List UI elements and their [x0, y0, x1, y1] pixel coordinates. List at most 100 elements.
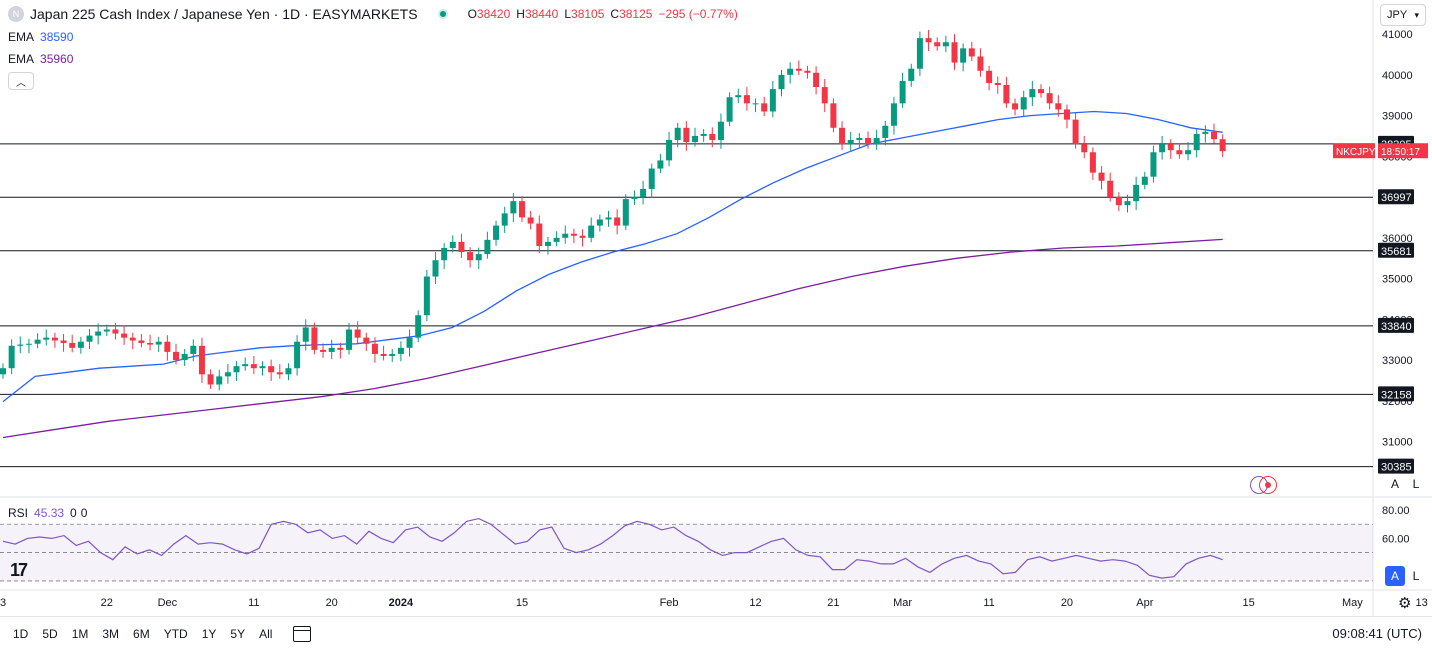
candle-body — [458, 241, 465, 253]
ema-fast-legend[interactable]: EMA 38590 — [8, 30, 73, 44]
x-tick-label: 15 — [516, 597, 528, 609]
high-value: 38440 — [524, 7, 559, 21]
range-1y[interactable]: 1Y — [201, 626, 217, 641]
candle-body — [51, 337, 58, 341]
candle-body — [925, 38, 932, 43]
candle-body — [441, 248, 448, 261]
candle-body — [1159, 144, 1166, 153]
candle-body — [1167, 144, 1174, 151]
candle-body — [86, 335, 93, 342]
utc-clock[interactable]: 09:08:41 (UTC) — [1332, 626, 1422, 641]
candle-body — [761, 103, 768, 112]
candle-body — [882, 125, 889, 138]
bottom-toolbar: 1D 5D 1M 3M 6M YTD 1Y 5Y All 09:08:41 (U… — [0, 616, 1432, 650]
candle-body — [743, 95, 750, 104]
rsi-legend[interactable]: RSI 45.33 0 0 — [8, 506, 87, 520]
ema-slow-legend[interactable]: EMA 35960 — [8, 52, 73, 66]
candle-body — [942, 42, 949, 47]
range-6m[interactable]: 6M — [133, 626, 150, 641]
x-tick-label: May — [1342, 597, 1363, 609]
ema-fast-name: EMA — [8, 30, 35, 44]
level-tag — [1378, 317, 1414, 333]
candle-body — [1029, 89, 1036, 98]
candle-body — [839, 127, 846, 145]
candle-body — [233, 366, 240, 373]
ema-fast-value: 38590 — [40, 30, 74, 44]
candle-body — [432, 260, 439, 277]
price-tag-countdown: 18:50:17 — [1381, 147, 1420, 158]
candle-body — [570, 233, 577, 236]
level-tag-label: 33840 — [1381, 321, 1412, 333]
candle-body — [1141, 176, 1148, 185]
x-tick-label: 11 — [983, 597, 994, 609]
change-value: −295 (−0.77%) — [658, 7, 738, 21]
candle-body — [813, 72, 820, 88]
range-1d[interactable]: 1D — [13, 626, 29, 641]
indicator-visibility-icon[interactable] — [1250, 476, 1277, 494]
rsi-param-b: 0 — [80, 506, 88, 520]
collapse-legend-button[interactable]: ︿ — [8, 72, 34, 90]
rsi-auto-scale-button[interactable]: A — [1385, 566, 1405, 586]
candle-body — [873, 137, 880, 145]
candle-body — [467, 252, 474, 261]
log-scale-button[interactable]: L — [1412, 477, 1420, 491]
y-tick-label: 35000 — [1382, 274, 1413, 286]
rsi-tick-label: 60.00 — [1382, 533, 1410, 545]
candle-body — [1124, 201, 1131, 206]
candle-body — [138, 340, 145, 343]
candle-body — [69, 342, 76, 348]
range-5y[interactable]: 5Y — [230, 626, 246, 641]
candle-body — [302, 327, 309, 342]
currency-select[interactable]: JPY ▾ — [1380, 4, 1426, 26]
candle-body — [294, 341, 301, 369]
candle-body — [1081, 144, 1088, 153]
symbol-title[interactable]: Japan 225 Cash Index / Japanese Yen · 1D… — [30, 6, 418, 22]
y-tick-label: 39000 — [1382, 111, 1413, 123]
range-5d[interactable]: 5D — [42, 626, 58, 641]
candle-body — [1150, 152, 1157, 177]
candle-body — [311, 327, 318, 350]
range-1m[interactable]: 1M — [71, 626, 89, 641]
x-tick-label: Feb — [660, 597, 679, 609]
price-tag-timer-bg — [1378, 143, 1428, 159]
candle-body — [484, 239, 491, 255]
price-chart[interactable]: 3100032000330003400035000360003700038000… — [0, 0, 1432, 616]
x-tick-label: Mar — [893, 597, 912, 609]
level-tag-label: 32158 — [1381, 389, 1412, 401]
candle-body — [1133, 184, 1140, 202]
candle-body — [1193, 133, 1200, 151]
x-tick-label: 11 — [248, 597, 259, 609]
candle-body — [34, 339, 41, 344]
candle-body — [847, 140, 854, 145]
ema-slow-line — [2, 238, 1223, 439]
x-tick-label: 20 — [326, 597, 338, 609]
x-tick-label: Apr — [1136, 597, 1153, 609]
range-all[interactable]: All — [259, 626, 273, 641]
level-tag-label: 36997 — [1381, 192, 1412, 204]
candle-body — [77, 341, 84, 348]
range-3m[interactable]: 3M — [102, 626, 120, 641]
candle-body — [328, 347, 335, 352]
candle-body — [1219, 139, 1226, 152]
calendar-icon[interactable] — [293, 625, 312, 642]
gear-icon[interactable]: ⚙ — [1398, 595, 1412, 612]
candle-body — [475, 254, 482, 261]
candle-body — [493, 225, 500, 240]
price-tag-symbol: NKCJPY — [1336, 147, 1376, 158]
x-tick-label: 20 — [1061, 597, 1073, 609]
range-ytd[interactable]: YTD — [163, 626, 188, 641]
candle-body — [268, 366, 275, 373]
candle-body — [389, 353, 396, 356]
low-label: L — [564, 7, 572, 21]
auto-scale-button[interactable]: A — [1390, 477, 1399, 491]
level-tag-label: 30385 — [1381, 462, 1412, 474]
candle-body — [752, 103, 759, 105]
rsi-log-scale-button[interactable]: L — [1412, 569, 1420, 583]
candle-body — [717, 121, 724, 141]
candle-body — [1202, 131, 1209, 134]
rsi-param-a: 0 — [70, 506, 77, 520]
ema-slow-name: EMA — [8, 52, 35, 66]
candle-body — [112, 329, 119, 334]
candle-body — [769, 89, 776, 112]
high-label: H — [516, 7, 525, 21]
